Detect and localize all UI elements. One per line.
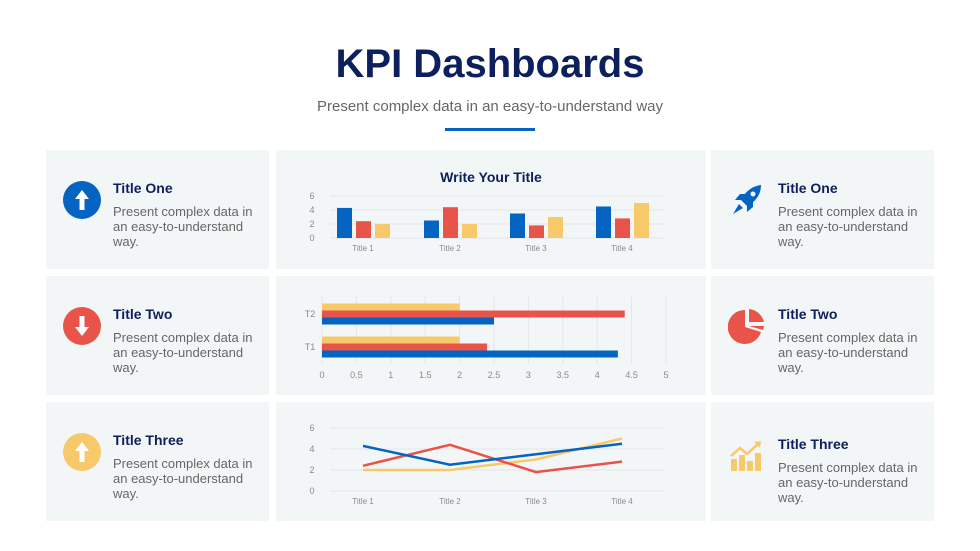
bar (356, 221, 371, 238)
arrow-down-circle-icon (63, 307, 101, 345)
x-tick-label: 2 (457, 370, 462, 380)
bar-chart-panel: Write Your Title 0 2 4 6 Title 1 Title 2 Title … (276, 150, 706, 269)
bar (322, 317, 494, 325)
kpi-card-right-1: Title One Present complex data in an eas… (711, 150, 934, 269)
bar (322, 310, 625, 318)
card-description: Present complex data in an easy-to-under… (113, 330, 253, 375)
card-title: Title Three (778, 436, 849, 452)
y-tick-label: 4 (309, 205, 314, 215)
bar (548, 217, 563, 238)
pie-chart-icon (727, 307, 766, 345)
y-tick-label: T2 (305, 309, 316, 319)
bar (634, 203, 649, 238)
horizontal-bar-chart-panel: 0 0.5 1 1.5 2 2.5 3 3.5 4 4.5 5 T1 T2 (276, 276, 706, 395)
kpi-card-left-2: Title Two Present complex data in an eas… (46, 276, 269, 395)
page-subtitle: Present complex data in an easy-to-under… (316, 98, 664, 115)
x-tick-label: Title 3 (525, 497, 547, 506)
x-tick-label: Title 1 (352, 497, 374, 506)
card-description: Present complex data in an easy-to-under… (113, 456, 253, 501)
card-title: Title Two (113, 306, 173, 322)
y-tick-label: 4 (309, 444, 314, 454)
y-tick-label: T1 (305, 342, 316, 352)
kpi-card-right-3: Title Three Present complex data in an e… (711, 402, 934, 521)
arrow-up-circle-icon (63, 433, 101, 471)
x-tick-label: 0 (319, 370, 324, 380)
card-description: Present complex data in an easy-to-under… (113, 204, 253, 249)
x-tick-label: Title 3 (525, 244, 547, 253)
page-title: KPI Dashboards (335, 42, 645, 86)
bar (529, 225, 544, 238)
line-chart-panel: 0 2 4 6 Title 1 Title 2 Title 3 Title 4 (276, 402, 706, 521)
bar (596, 206, 611, 238)
x-tick-label: 4.5 (625, 370, 638, 380)
bar (462, 224, 477, 238)
x-tick-label: Title 4 (611, 244, 633, 253)
x-tick-label: 5 (663, 370, 668, 380)
bar (615, 218, 630, 238)
kpi-card-right-2: Title Two Present complex data in an eas… (711, 276, 934, 395)
x-tick-label: Title 2 (439, 497, 461, 506)
series-line (362, 442, 623, 467)
bar (322, 336, 460, 344)
bar (424, 220, 439, 238)
y-tick-label: 6 (309, 191, 314, 201)
arrow-up-circle-icon (63, 181, 101, 219)
growth-chart-icon (728, 437, 766, 475)
bar (322, 303, 460, 311)
y-tick-label: 0 (309, 233, 314, 243)
card-description: Present complex data in an easy-to-under… (778, 204, 918, 249)
card-description: Present complex data in an easy-to-under… (778, 330, 918, 375)
y-tick-label: 6 (309, 423, 314, 433)
x-tick-label: 3.5 (557, 370, 570, 380)
kpi-card-left-1: Title One Present complex data in an eas… (46, 150, 269, 269)
x-tick-label: 0.5 (350, 370, 363, 380)
card-title: Title One (778, 180, 838, 196)
bar (322, 350, 618, 358)
bar (322, 343, 488, 351)
rocket-icon (728, 181, 766, 219)
x-tick-label: Title 4 (611, 497, 633, 506)
bar (375, 224, 390, 238)
bar (337, 207, 352, 238)
y-tick-label: 2 (309, 219, 314, 229)
bar (510, 213, 525, 238)
kpi-card-left-3: Title Three Present complex data in an e… (46, 402, 269, 521)
x-tick-label: 1 (388, 370, 393, 380)
bar (443, 207, 458, 238)
y-tick-label: 2 (309, 465, 314, 475)
x-tick-label: Title 2 (439, 244, 461, 253)
x-tick-label: 4 (595, 370, 600, 380)
x-tick-label: 1.5 (419, 370, 432, 380)
card-title: Title One (113, 180, 173, 196)
card-title: Title Three (113, 432, 184, 448)
chart-title: Write Your Title (440, 169, 542, 185)
y-tick-label: 0 (309, 486, 314, 496)
x-tick-label: 2.5 (488, 370, 501, 380)
title-divider (445, 128, 535, 131)
x-tick-label: Title 1 (352, 244, 374, 253)
x-tick-label: 3 (526, 370, 531, 380)
card-description: Present complex data in an easy-to-under… (778, 460, 918, 505)
card-title: Title Two (778, 306, 838, 322)
